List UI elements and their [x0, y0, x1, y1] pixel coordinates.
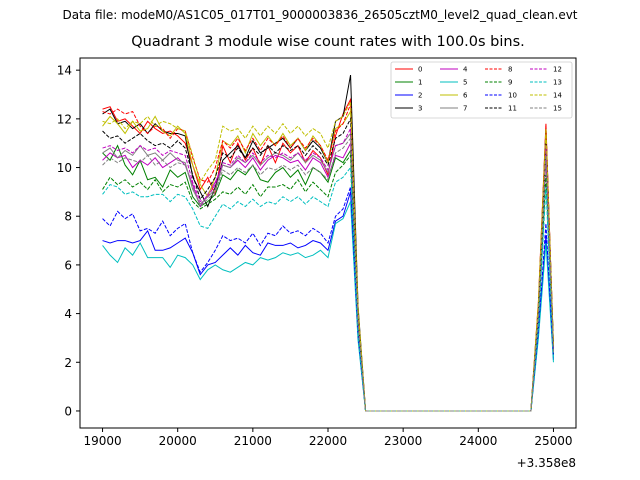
legend-label-3: 3 — [418, 105, 422, 113]
y-tick-label: 14 — [57, 64, 72, 78]
series-line-9 — [102, 153, 554, 412]
x-tick-label: 24000 — [459, 434, 497, 448]
y-tick-label: 6 — [64, 258, 72, 272]
y-tick-label: 4 — [64, 307, 72, 321]
legend-label-11: 11 — [508, 105, 517, 113]
x-offset-label: +3.358e8 — [517, 456, 576, 470]
series-layer — [102, 74, 554, 412]
x-tick-label: 19000 — [83, 434, 121, 448]
legend-label-14: 14 — [553, 92, 562, 100]
legend-label-4: 4 — [463, 66, 468, 74]
legend-label-6: 6 — [463, 92, 468, 100]
x-tick-label: 22000 — [309, 434, 347, 448]
figure-suptitle: Data file: modeM0/AS1C05_017T01_90000038… — [62, 8, 578, 22]
legend-label-9: 9 — [508, 79, 512, 87]
y-tick-label: 12 — [57, 112, 72, 126]
y-tick-label: 8 — [64, 210, 72, 224]
chart-title: Quadrant 3 module wise count rates with … — [131, 34, 525, 50]
legend-label-5: 5 — [463, 79, 467, 87]
axes-layer: 19000 20000 21000 22000 23000 24000 25000 0 2 4 6 8… — [57, 57, 577, 448]
x-tick-label: 25000 — [534, 434, 572, 448]
y-tick-label: 2 — [64, 356, 72, 370]
x-tick-label: 20000 — [159, 434, 197, 448]
legend-label-7: 7 — [463, 105, 467, 113]
legend-label-8: 8 — [508, 66, 512, 74]
legend-label-2: 2 — [418, 92, 422, 100]
y-tick-label: 0 — [64, 404, 72, 418]
series-line-15 — [102, 136, 554, 412]
legend-label-13: 13 — [553, 79, 562, 87]
x-tick-label: 21000 — [234, 434, 272, 448]
legend-label-10: 10 — [508, 92, 517, 100]
legend-box — [390, 61, 573, 119]
x-tick-label: 23000 — [384, 434, 422, 448]
legend-label-1: 1 — [418, 79, 422, 87]
legend-label-15: 15 — [553, 105, 562, 113]
legend-label-12: 12 — [553, 66, 562, 74]
legend-label-0: 0 — [418, 66, 422, 74]
y-tick-label: 10 — [57, 161, 72, 175]
